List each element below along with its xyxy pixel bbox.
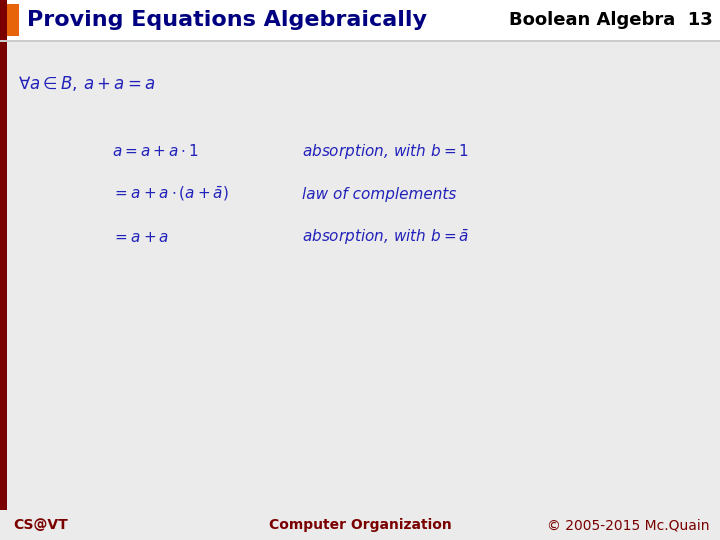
- Text: absorption, with $b = 1$: absorption, with $b = 1$: [302, 141, 469, 161]
- Text: law of complements: law of complements: [302, 187, 456, 202]
- Text: $= a + a \cdot (a + \bar{a})$: $= a + a \cdot (a + \bar{a})$: [112, 185, 228, 204]
- Bar: [0, 0, 720, 40]
- Text: Boolean Algebra  13: Boolean Algebra 13: [509, 11, 713, 29]
- Text: $a = a + a \cdot 1$: $a = a + a \cdot 1$: [112, 143, 198, 159]
- Bar: [0, 510, 720, 540]
- Text: absorption, with $b = \bar{a}$: absorption, with $b = \bar{a}$: [302, 228, 469, 247]
- Text: Proving Equations Algebraically: Proving Equations Algebraically: [27, 10, 428, 30]
- Text: CS@VT: CS@VT: [13, 518, 68, 532]
- Bar: [0, 42, 7, 510]
- Text: Computer Organization: Computer Organization: [269, 518, 451, 532]
- Bar: [0, 510, 720, 512]
- Text: $\forall a \in B,\, a + a = a$: $\forall a \in B,\, a + a = a$: [18, 74, 156, 93]
- Bar: [4, 4, 19, 36]
- Text: © 2005-2015 Mc.Quain: © 2005-2015 Mc.Quain: [546, 518, 709, 532]
- Text: $= a + a$: $= a + a$: [112, 230, 168, 245]
- Bar: [0, 0, 7, 40]
- Bar: [0, 40, 720, 42]
